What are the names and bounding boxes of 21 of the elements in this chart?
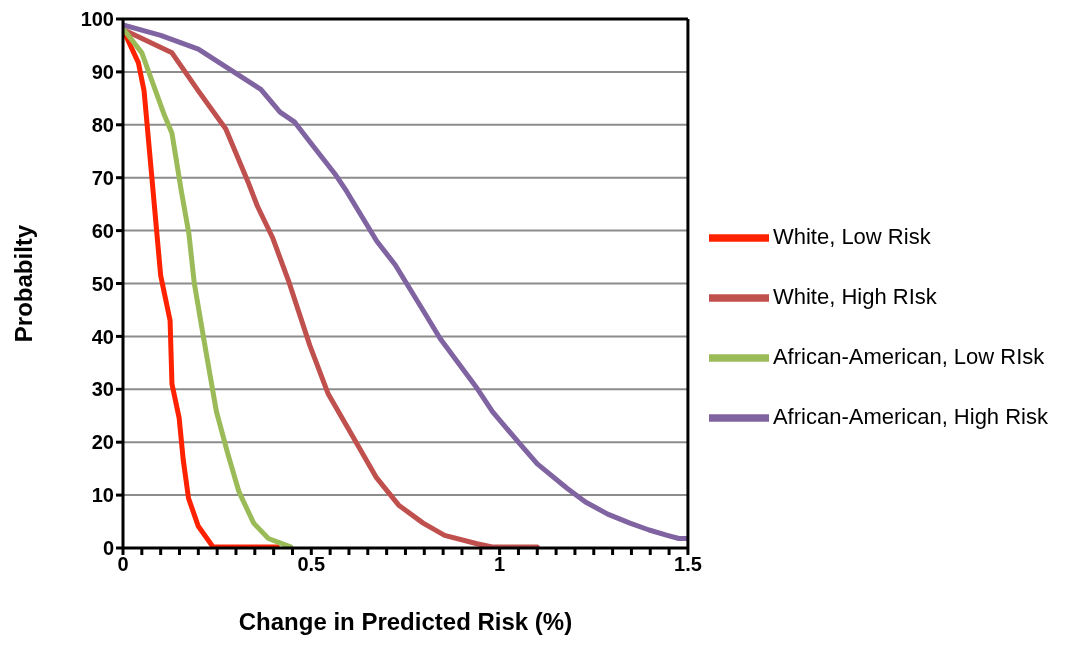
x-tick-label: 1.5 <box>674 553 702 576</box>
legend-label: White, High RIsk <box>772 283 937 309</box>
y-tick-label: 80 <box>91 113 114 136</box>
y-tick-label: 0 <box>102 537 114 560</box>
y-tick-label: 30 <box>91 378 114 401</box>
x-tick-label: 0.5 <box>297 553 326 576</box>
x-tick-label: 0 <box>117 553 129 576</box>
y-tick-label: 20 <box>91 431 114 454</box>
x-tick-label: 1 <box>494 553 506 576</box>
y-axis-title: Probabilty <box>9 224 37 343</box>
y-tick-label: 70 <box>91 166 114 189</box>
legend-label: African-American, High Risk <box>772 404 1048 430</box>
y-tick-label: 100 <box>80 8 114 31</box>
legend-label: African-American, Low RIsk <box>772 344 1045 369</box>
legend-label: White, Low Risk <box>772 223 931 249</box>
y-tick-label: 60 <box>91 219 114 242</box>
y-tick-label: 40 <box>91 325 114 348</box>
y-tick-label: 90 <box>91 61 114 83</box>
x-axis-title: Change in Predicted Risk (%) <box>238 608 573 635</box>
y-tick-label: 50 <box>91 272 114 295</box>
y-tick-label: 10 <box>91 484 114 507</box>
